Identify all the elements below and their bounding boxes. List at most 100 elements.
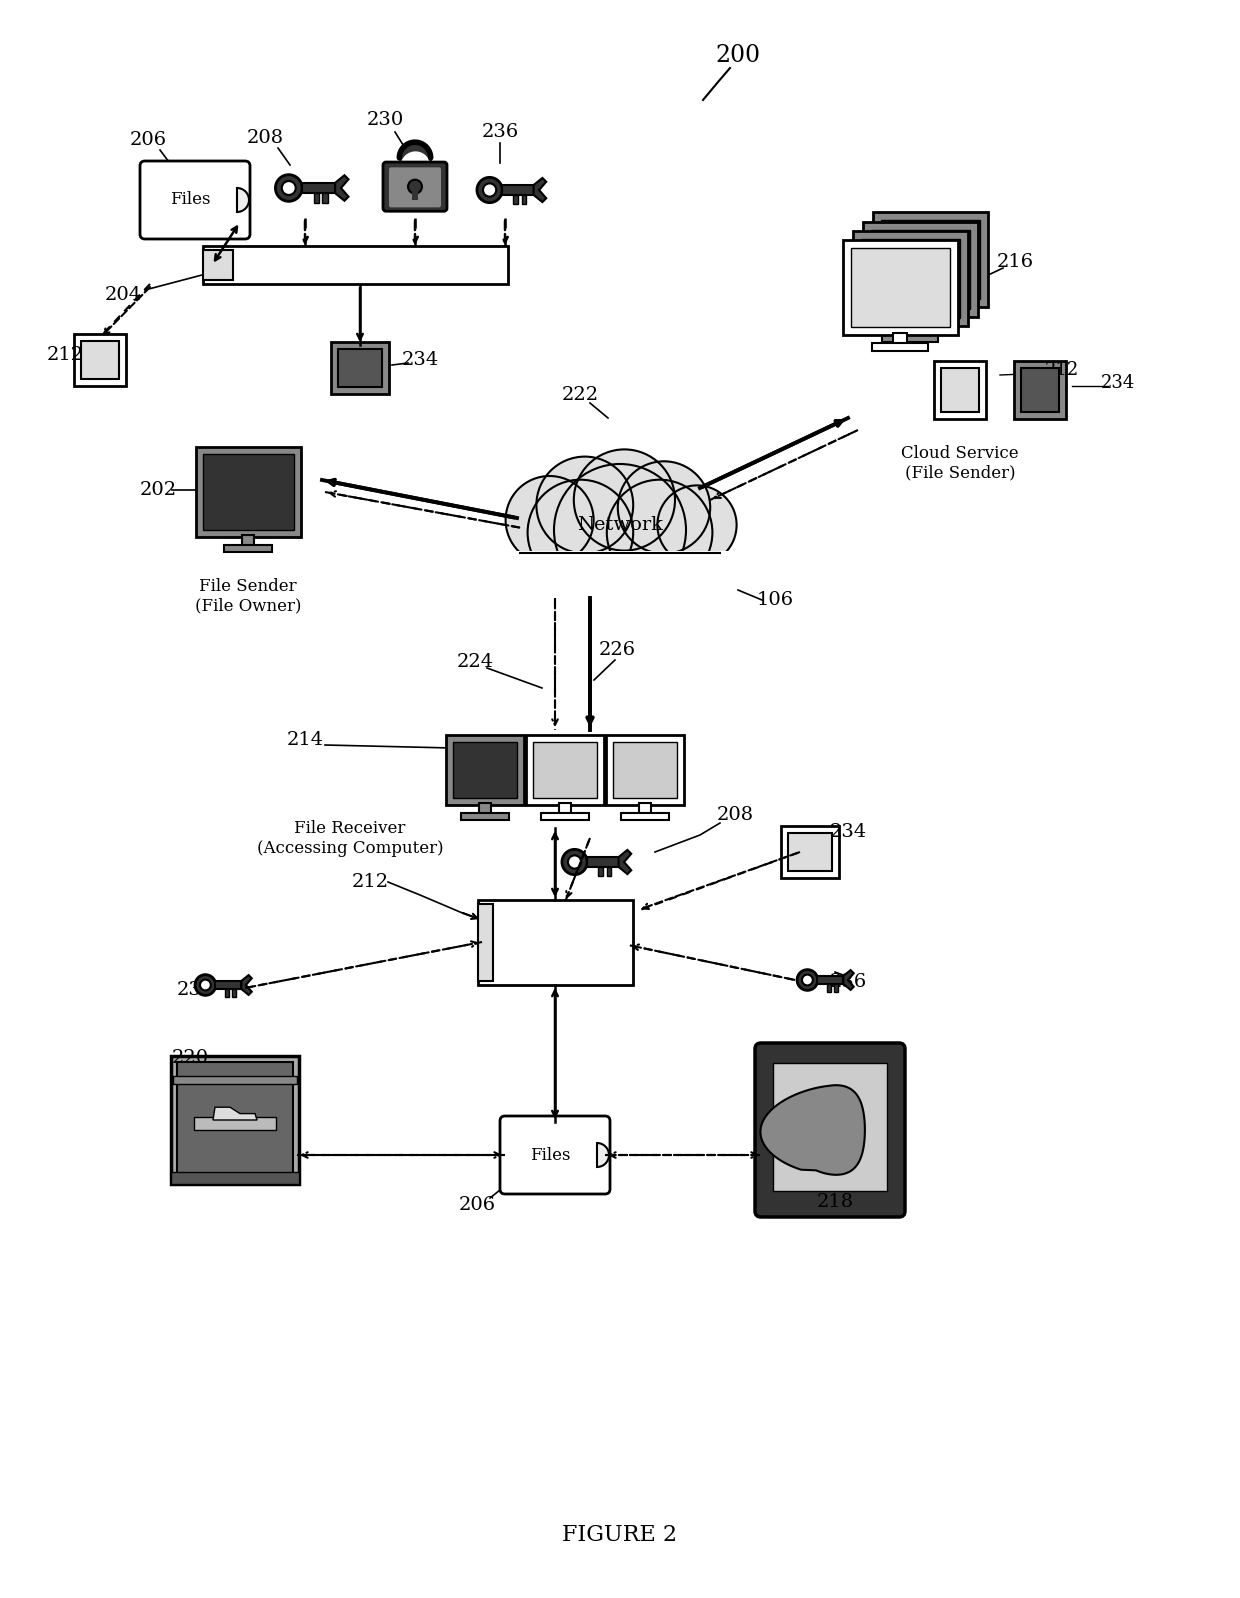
Bar <box>827 984 831 992</box>
Bar <box>196 447 300 537</box>
Text: Cloud Service
(File Sender): Cloud Service (File Sender) <box>901 444 1019 481</box>
Bar <box>863 222 977 316</box>
Bar <box>314 193 319 203</box>
Bar <box>639 804 651 815</box>
Circle shape <box>477 177 502 203</box>
Circle shape <box>562 850 588 874</box>
Circle shape <box>408 179 422 193</box>
Circle shape <box>606 479 713 585</box>
Bar <box>923 305 937 316</box>
Bar <box>833 984 837 992</box>
Bar <box>193 1117 277 1130</box>
FancyBboxPatch shape <box>171 1056 299 1184</box>
Bar <box>913 315 928 326</box>
Bar <box>177 1063 293 1178</box>
Text: Files: Files <box>170 192 211 208</box>
Bar <box>873 211 987 307</box>
Polygon shape <box>213 1107 257 1120</box>
FancyBboxPatch shape <box>500 1115 610 1194</box>
Text: 202: 202 <box>139 481 176 499</box>
Bar <box>453 741 517 797</box>
Text: 226: 226 <box>599 641 636 658</box>
Bar <box>880 219 980 299</box>
Bar <box>817 976 843 984</box>
Bar <box>606 735 684 805</box>
Circle shape <box>275 174 303 201</box>
Bar <box>477 900 632 984</box>
Text: 218: 218 <box>816 1194 853 1211</box>
Polygon shape <box>242 975 252 996</box>
Bar <box>587 857 619 868</box>
Bar <box>781 826 839 877</box>
Circle shape <box>200 980 211 991</box>
FancyBboxPatch shape <box>755 1043 905 1218</box>
Bar <box>339 348 382 387</box>
Text: 212: 212 <box>351 873 388 892</box>
Polygon shape <box>533 177 547 201</box>
Bar <box>202 249 233 280</box>
Circle shape <box>802 975 812 986</box>
Polygon shape <box>619 850 631 874</box>
Text: 224: 224 <box>456 654 494 671</box>
Bar <box>412 187 418 200</box>
Circle shape <box>568 855 582 869</box>
Bar <box>892 324 949 332</box>
Text: 236: 236 <box>481 123 518 141</box>
Bar <box>621 813 670 820</box>
Bar <box>216 981 242 989</box>
Text: 208: 208 <box>717 805 754 825</box>
Text: Files: Files <box>529 1146 570 1163</box>
Text: 204: 204 <box>104 286 141 304</box>
Text: 236: 236 <box>830 973 867 991</box>
Bar <box>901 315 959 323</box>
Circle shape <box>506 476 594 564</box>
Bar <box>893 332 906 345</box>
Circle shape <box>657 486 737 564</box>
Text: 230: 230 <box>366 110 404 129</box>
Circle shape <box>537 457 634 553</box>
Bar <box>242 535 254 547</box>
Circle shape <box>554 463 686 596</box>
Bar <box>331 342 389 395</box>
Circle shape <box>797 970 817 991</box>
Bar <box>851 248 950 326</box>
Bar <box>477 903 494 981</box>
Bar <box>606 868 611 876</box>
FancyBboxPatch shape <box>140 161 250 240</box>
Text: 216: 216 <box>997 252 1034 272</box>
Bar <box>202 246 507 284</box>
Text: 208: 208 <box>247 129 284 147</box>
Bar <box>598 868 603 876</box>
Bar <box>1021 368 1059 412</box>
FancyBboxPatch shape <box>389 168 441 208</box>
Bar <box>301 182 335 193</box>
Bar <box>171 1171 299 1184</box>
Text: 220: 220 <box>171 1048 208 1067</box>
Wedge shape <box>596 1143 609 1167</box>
Text: File Sender
(File Owner): File Sender (File Owner) <box>195 578 301 615</box>
Bar <box>613 741 677 797</box>
Bar <box>787 833 832 871</box>
Text: File Receiver
(Accessing Computer): File Receiver (Accessing Computer) <box>257 820 444 857</box>
Bar <box>202 454 294 531</box>
Bar <box>559 804 570 815</box>
Text: Network: Network <box>577 516 663 534</box>
Bar <box>773 1063 887 1191</box>
Bar <box>513 195 518 205</box>
Circle shape <box>618 462 711 553</box>
Bar <box>541 813 589 820</box>
Circle shape <box>195 975 216 996</box>
Bar <box>232 989 236 997</box>
Text: 106: 106 <box>756 591 794 609</box>
Bar <box>224 545 272 551</box>
Circle shape <box>281 181 295 195</box>
Bar <box>941 368 980 412</box>
Bar <box>526 735 604 805</box>
Bar <box>533 741 596 797</box>
Text: 234: 234 <box>402 352 439 369</box>
Bar <box>224 989 229 997</box>
Bar <box>81 340 119 379</box>
Bar <box>1014 361 1066 419</box>
Bar <box>872 342 928 350</box>
Bar <box>505 551 735 599</box>
